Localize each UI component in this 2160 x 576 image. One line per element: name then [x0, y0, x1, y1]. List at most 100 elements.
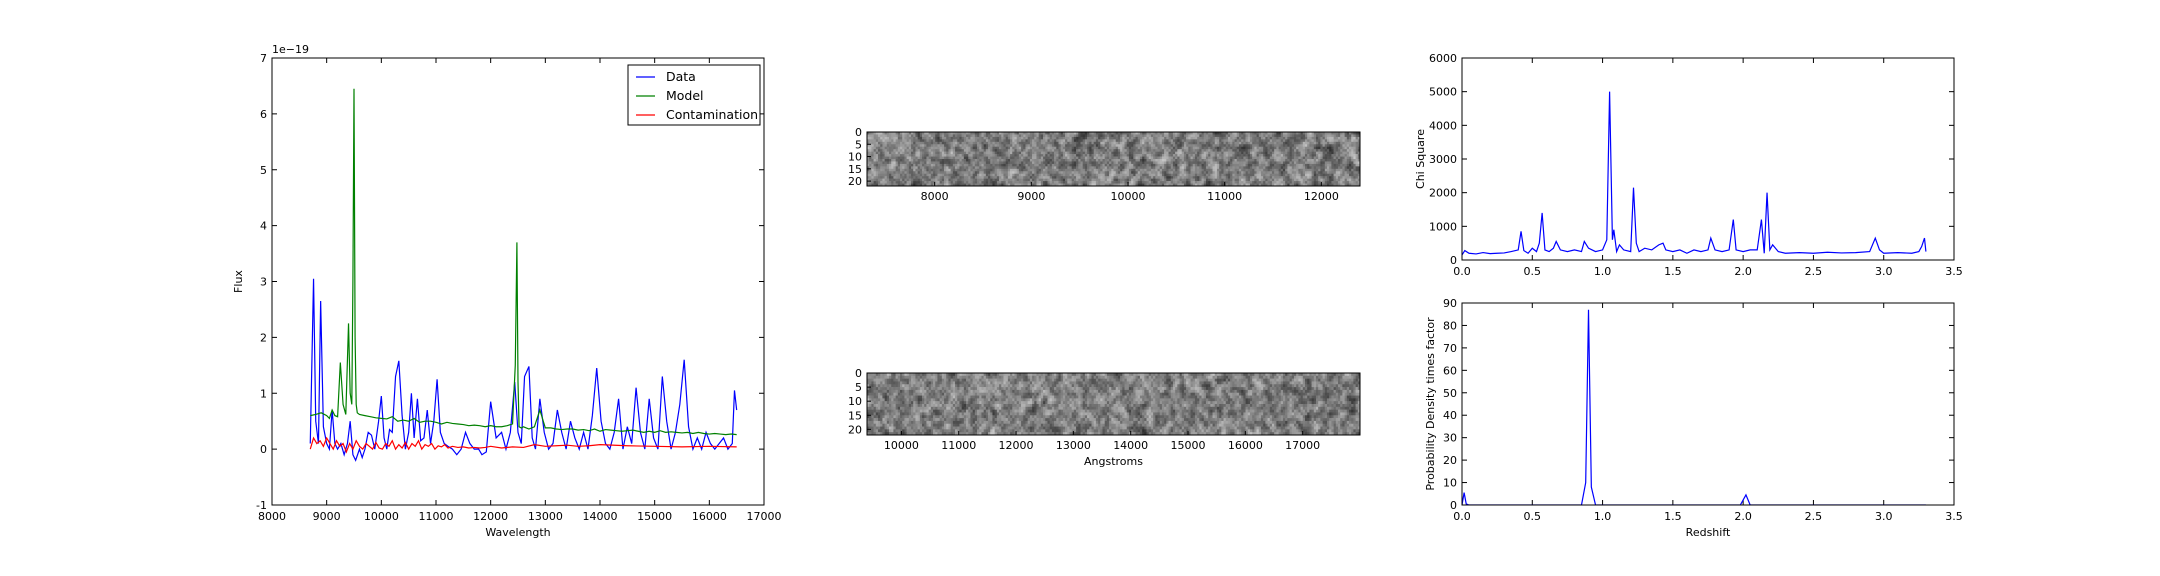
- pixel: [1197, 136, 1200, 140]
- pixel: [915, 163, 918, 167]
- pixel: [1223, 176, 1227, 179]
- pixel: [1355, 134, 1359, 138]
- pixel: [904, 161, 907, 165]
- pixel: [1049, 134, 1053, 138]
- pixel: [1045, 168, 1048, 172]
- pixel: [1236, 166, 1240, 170]
- pixel: [1120, 173, 1123, 177]
- pixel: [1201, 144, 1205, 148]
- pixel: [1012, 161, 1015, 165]
- pixel: [1164, 183, 1167, 187]
- pixel: [1329, 141, 1332, 145]
- pixel: [1298, 149, 1301, 152]
- pixel: [979, 159, 982, 162]
- pixel: [1181, 141, 1185, 145]
- pixel: [922, 176, 925, 179]
- pixel: [1117, 136, 1121, 140]
- pixel: [1153, 141, 1156, 145]
- pixel: [1214, 176, 1218, 179]
- pixel: [1060, 146, 1064, 150]
- x-tick-label: 11000: [419, 510, 454, 523]
- pixel: [1084, 178, 1088, 182]
- pixel: [1205, 141, 1209, 145]
- pixel: [1043, 139, 1046, 143]
- pixel: [926, 168, 929, 172]
- pixel: [1269, 134, 1273, 138]
- pixel: [1181, 171, 1185, 175]
- pixel: [1188, 163, 1191, 167]
- pixel: [1172, 156, 1176, 160]
- pixel: [1278, 144, 1282, 148]
- pixel: [1065, 156, 1068, 160]
- pixel: [1087, 132, 1090, 135]
- pixel: [926, 163, 929, 167]
- pixel: [1256, 161, 1260, 165]
- pixel: [946, 163, 949, 167]
- pixel: [959, 168, 962, 172]
- pixel: [1342, 176, 1345, 179]
- pixel: [1073, 173, 1077, 177]
- pixel: [944, 183, 947, 187]
- pixel: [1337, 173, 1341, 177]
- pixel: [1025, 156, 1028, 160]
- pixel: [1241, 132, 1244, 135]
- pixel: [1067, 163, 1070, 167]
- pixel: [1001, 156, 1004, 160]
- pixel: [1144, 183, 1147, 187]
- pixel: [1289, 144, 1293, 148]
- pixel: [1139, 178, 1143, 182]
- pixel: [939, 146, 943, 150]
- pixel: [1058, 171, 1061, 175]
- pixel: [1192, 181, 1196, 184]
- pixel: [1159, 159, 1163, 162]
- pixel: [924, 146, 927, 150]
- pixel: [1287, 183, 1290, 187]
- pixel: [1346, 156, 1350, 160]
- pixel: [1335, 181, 1339, 184]
- pixel: [1106, 176, 1110, 179]
- pixel: [1150, 173, 1154, 177]
- pixel: [913, 163, 916, 167]
- pixel: [895, 159, 899, 162]
- pixel: [1199, 173, 1202, 177]
- pixel: [1225, 141, 1229, 145]
- pixel: [1076, 178, 1079, 182]
- pixel: [1340, 139, 1343, 143]
- pixel: [1084, 176, 1088, 179]
- pixel: [1142, 151, 1145, 155]
- pixel: [1047, 141, 1050, 145]
- pixel: [1241, 146, 1244, 150]
- pixel: [1282, 156, 1286, 160]
- pixel: [1186, 159, 1189, 162]
- pixel: [930, 171, 934, 175]
- pixel: [919, 166, 923, 170]
- pixel: [1300, 168, 1304, 172]
- pixel: [950, 161, 954, 165]
- pixel: [875, 178, 879, 182]
- pixel: [904, 134, 907, 138]
- pixel: [1122, 156, 1125, 160]
- pixel: [1227, 173, 1231, 177]
- pixel: [1078, 154, 1081, 157]
- pixel: [1095, 159, 1099, 162]
- pixel: [1186, 176, 1189, 179]
- pixel: [1265, 171, 1268, 175]
- pixel: [1260, 146, 1264, 150]
- pixel: [897, 136, 901, 140]
- pixel: [1082, 183, 1086, 187]
- pixel: [1245, 171, 1249, 175]
- pixel: [1230, 149, 1233, 152]
- pixel: [1084, 136, 1088, 140]
- pixel: [1223, 178, 1227, 182]
- pixel: [1190, 181, 1194, 184]
- pixel: [1181, 132, 1185, 135]
- pixel: [1326, 166, 1330, 170]
- pixel: [983, 173, 987, 177]
- pixel: [1131, 132, 1134, 135]
- pixel: [1333, 149, 1337, 152]
- pixel: [1155, 132, 1158, 135]
- pixel: [1012, 176, 1015, 179]
- pixel: [948, 163, 951, 167]
- pixel: [1346, 181, 1350, 184]
- pixel: [1056, 146, 1059, 150]
